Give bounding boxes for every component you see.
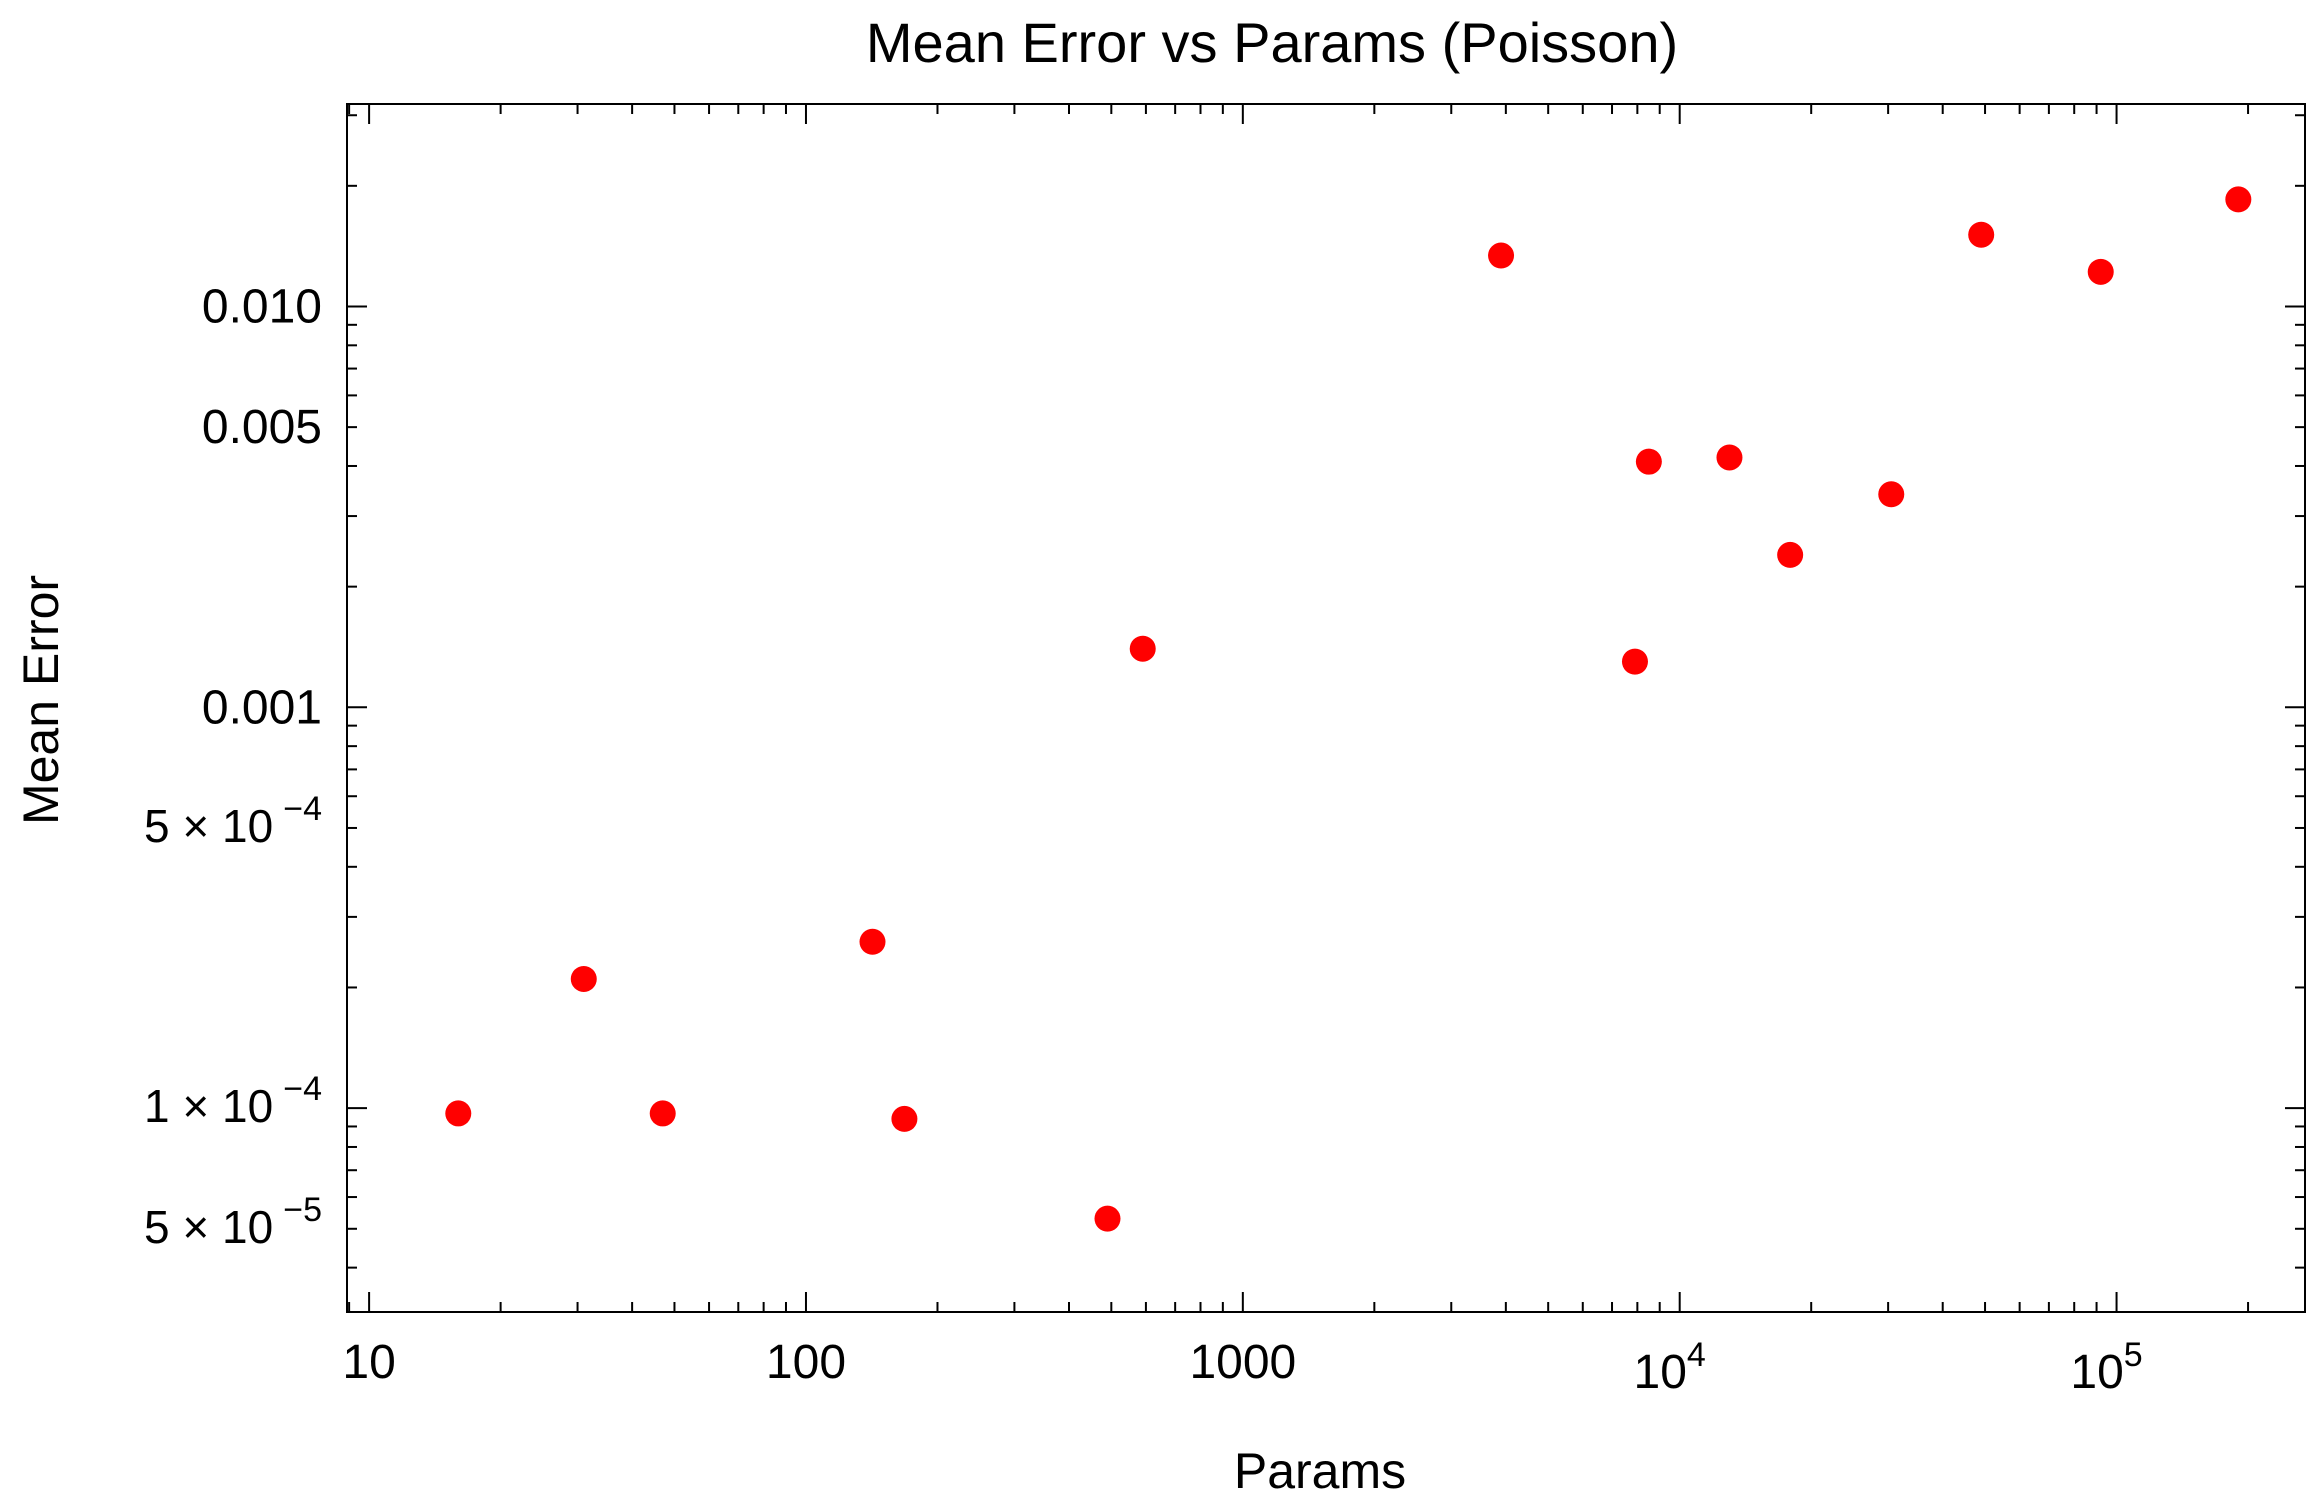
x-tick-label: 105 xyxy=(2070,1336,2142,1399)
y-tick-label: 5 × 10 −4 xyxy=(144,790,322,852)
x-tick-exponent: 5 xyxy=(2124,1336,2143,1374)
x-tick-label: 10 xyxy=(342,1336,395,1389)
y-tick-label: 5 × 10 −5 xyxy=(144,1191,322,1253)
y-tick-label: 0.001 xyxy=(202,681,322,734)
data-points xyxy=(445,186,2252,1232)
data-point xyxy=(859,928,886,955)
y-tick-label: 1 × 10 −4 xyxy=(144,1070,322,1132)
y-tick-mantissa: 5 × 10 xyxy=(144,800,273,852)
x-tick-label: 104 xyxy=(1634,1336,1706,1399)
data-point xyxy=(1094,1205,1121,1232)
x-tick-label: 100 xyxy=(766,1336,846,1389)
x-tick-exponent: 4 xyxy=(1687,1336,1706,1374)
data-point xyxy=(1968,221,1995,248)
x-axis-ticks: 10 100 1000 104 105 xyxy=(342,104,2250,1399)
x-axis-label: Params xyxy=(1234,1443,1406,1499)
y-tick-mantissa: 1 × 10 xyxy=(144,1080,273,1132)
y-tick-exponent: −4 xyxy=(283,1070,322,1108)
y-tick-exponent: −5 xyxy=(283,1191,322,1229)
data-point xyxy=(1635,448,1662,475)
y-tick-label: 0.010 xyxy=(202,280,322,333)
data-point xyxy=(570,965,597,992)
data-point xyxy=(1621,648,1648,675)
y-tick-label: 0.005 xyxy=(202,401,322,454)
plot-frame xyxy=(346,103,2306,1313)
data-point xyxy=(649,1100,676,1127)
data-point xyxy=(1777,541,1804,568)
data-point xyxy=(1716,444,1743,471)
y-tick-exponent: −4 xyxy=(283,790,322,828)
data-point xyxy=(2087,258,2114,285)
data-point xyxy=(1878,481,1905,508)
data-point xyxy=(1488,242,1515,269)
data-point xyxy=(891,1105,918,1132)
data-point xyxy=(445,1100,472,1127)
data-point xyxy=(2225,186,2252,213)
y-axis-label: Mean Error xyxy=(13,575,69,825)
chart-title: Mean Error vs Params (Poisson) xyxy=(866,11,1678,74)
x-tick-label: 1000 xyxy=(1189,1336,1296,1389)
y-tick-mantissa: 5 × 10 xyxy=(144,1201,273,1253)
x-tick-mantissa: 10 xyxy=(2070,1346,2123,1399)
y-axis-ticks: 5 × 10 −5 1 × 10 −4 5 × 10 −4 0.001 0.005 0.010 xyxy=(144,114,2305,1269)
x-tick-mantissa: 10 xyxy=(1634,1346,1687,1399)
data-point xyxy=(1129,635,1156,662)
